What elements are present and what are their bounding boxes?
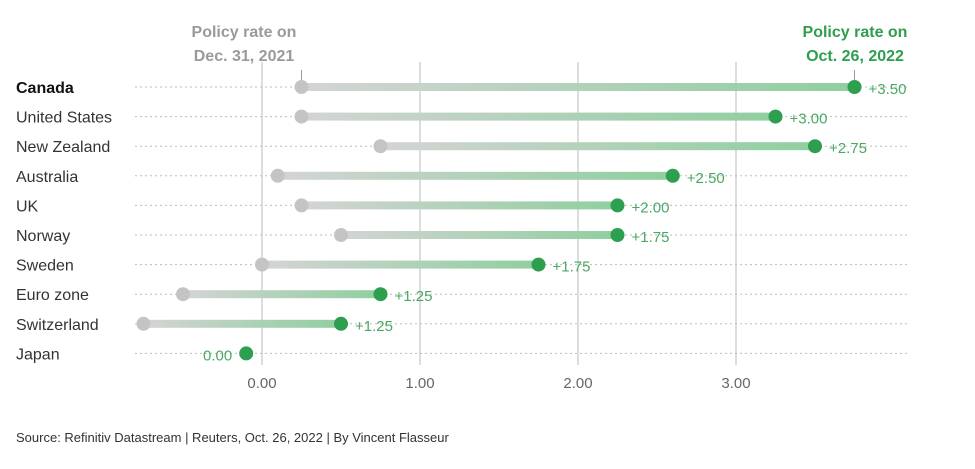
end-dot [334, 316, 348, 331]
data-row: Sweden +1.75 [16, 257, 910, 276]
header-start-line: Policy rate on [192, 24, 297, 41]
category-label: United States [16, 110, 112, 127]
category-label: Switzerland [16, 317, 99, 334]
data-row: Canada +3.50 [16, 80, 910, 98]
category-label: Australia [16, 169, 78, 186]
x-axis: 0.00 1.00 2.00 3.00 [247, 375, 750, 392]
start-dot [136, 316, 151, 331]
source-note: Source: Refinitiv Datastream | Reuters, … [16, 430, 449, 445]
change-value-label: +1.75 [553, 259, 591, 276]
category-label: New Zealand [16, 139, 110, 156]
change-bar [301, 83, 855, 91]
header-start: Policy rate on Dec. 31, 2021 [192, 24, 297, 65]
end-dot [808, 139, 822, 154]
start-dot [334, 228, 348, 242]
change-value-label: +2.50 [687, 170, 725, 187]
change-value-label: +3.50 [869, 81, 907, 98]
change-bar [380, 142, 815, 151]
end-dot [768, 109, 783, 124]
data-row: Euro zone +1.25 [16, 287, 910, 305]
start-dot [294, 80, 309, 94]
data-row: Norway +1.75 [16, 228, 910, 246]
gridlines [261, 62, 737, 365]
change-bar [262, 260, 539, 269]
change-bar [301, 201, 618, 210]
x-tick-label: 0.00 [247, 375, 276, 392]
change-value-label: +2.00 [632, 199, 670, 216]
end-dot [610, 198, 625, 213]
end-dot [847, 80, 862, 94]
change-value-label: +1.75 [632, 229, 670, 246]
end-dot [665, 168, 680, 183]
change-value-label: +2.75 [829, 140, 867, 157]
header-end: Policy rate on Oct. 26, 2022 [803, 24, 908, 65]
start-dot [373, 139, 388, 154]
start-dot [270, 168, 285, 183]
change-bar [277, 171, 673, 180]
category-label: UK [16, 198, 39, 215]
change-value-label: +3.00 [790, 111, 828, 128]
change-value-label: +1.25 [355, 318, 393, 335]
category-label: Japan [16, 346, 60, 363]
category-label: Norway [16, 228, 70, 245]
category-label: Euro zone [16, 287, 89, 304]
data-row: United States +3.00 [16, 109, 910, 128]
start-dot [176, 287, 190, 302]
change-bar [301, 112, 776, 121]
start-dot [255, 257, 269, 272]
start-dot [294, 198, 309, 213]
x-tick-label: 3.00 [721, 375, 750, 392]
change-bar [183, 290, 381, 299]
data-row: UK +2.00 [16, 198, 910, 216]
change-bar [143, 319, 341, 328]
category-label: Canada [16, 80, 74, 97]
end-dot [531, 257, 546, 272]
header-end-line: Oct. 26, 2022 [806, 48, 904, 65]
data-row: New Zealand +2.75 [16, 139, 910, 157]
x-tick-label: 2.00 [563, 375, 592, 392]
end-dot [373, 287, 388, 302]
category-label: Sweden [16, 258, 74, 275]
end-dot [610, 228, 625, 242]
end-dot [239, 346, 254, 361]
change-value-label: 0.00 [203, 347, 232, 364]
change-bar [341, 231, 618, 239]
data-row: Switzerland +1.25 [16, 316, 910, 335]
header-start-line: Dec. 31, 2021 [194, 48, 295, 65]
data-row: Japan 0.00 [16, 346, 910, 364]
change-value-label: +1.25 [395, 288, 433, 305]
data-rows: Canada +3.50 United States +3.00 New Zealand… [16, 80, 910, 364]
data-row: Australia +2.50 [16, 168, 910, 187]
header-end-line: Policy rate on [803, 24, 908, 41]
start-dot [294, 109, 309, 124]
x-tick-label: 1.00 [405, 375, 434, 392]
